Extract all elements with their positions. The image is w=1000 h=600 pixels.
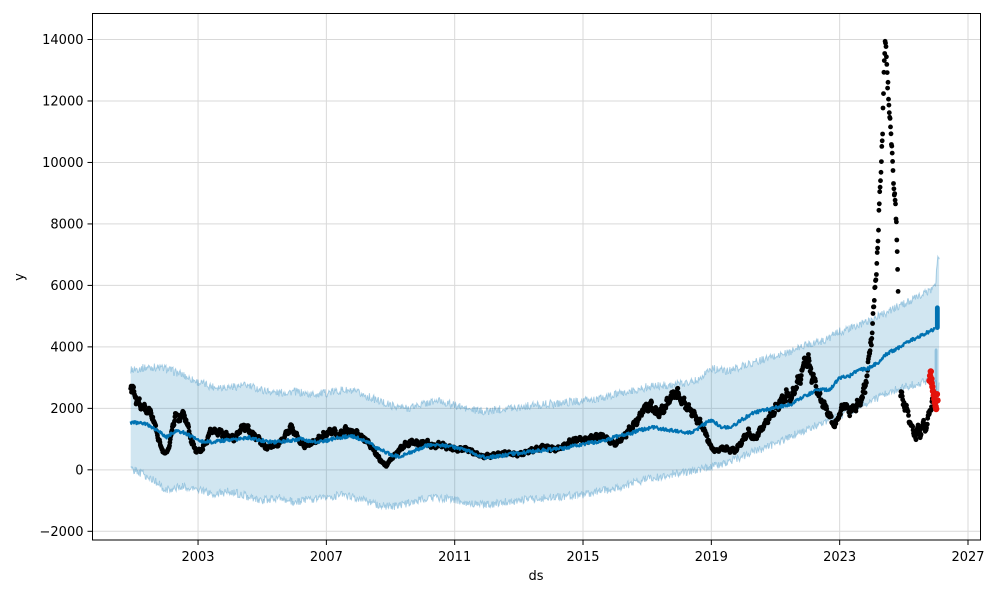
y-tick-label: 8000: [50, 217, 83, 232]
x-tick-label: 2011: [438, 550, 471, 565]
x-tick-label: 2015: [566, 550, 599, 565]
x-axis-label: ds: [528, 569, 544, 584]
x-tick-label: 2003: [181, 550, 214, 565]
y-axis-label: y: [12, 273, 28, 281]
y-tick-label: 0: [75, 463, 83, 478]
uncertainty-band-upper-edge: [130, 254, 940, 416]
grid-lines: [92, 13, 981, 540]
y-tick-label: −2000: [40, 525, 84, 540]
uncertainty-band: [130, 256, 940, 510]
y-tick-label: 10000: [42, 156, 83, 171]
y-tick-label: 2000: [50, 402, 83, 417]
terminal-forecast-jump: [934, 305, 940, 330]
y-axis-ticks: −2000 0 2000 4000 6000 8000 10000 12000 14000: [40, 33, 93, 540]
highlighted-recent-points: [926, 368, 941, 413]
y-tick-label: 4000: [50, 340, 83, 355]
x-tick-label: 2019: [695, 550, 728, 565]
plot-area: [128, 38, 941, 511]
x-tick-label: 2027: [951, 550, 984, 565]
uncertainty-band-lower-edge: [130, 374, 940, 511]
y-tick-label: 6000: [50, 279, 83, 294]
plot-frame: [92, 13, 981, 541]
x-tick-label: 2007: [310, 550, 343, 565]
forecast-line: [129, 327, 936, 460]
y-tick-label: 14000: [42, 33, 83, 48]
y-tick-label: 12000: [42, 94, 83, 109]
x-axis-ticks: 2003 2007 2011 2015 2019 2023 2027: [181, 540, 985, 565]
x-tick-label: 2023: [823, 550, 856, 565]
